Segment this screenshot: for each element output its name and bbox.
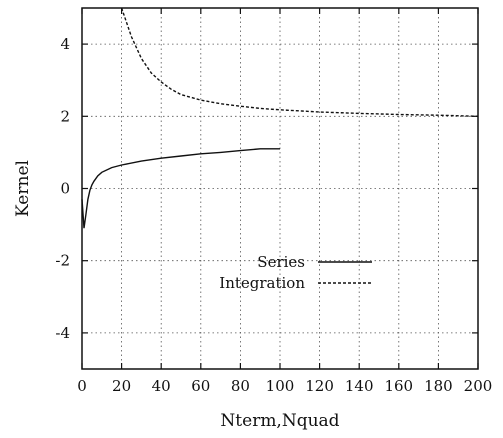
series-line-series <box>81 148 280 229</box>
y-tick-label: -4 <box>55 324 70 342</box>
grid <box>82 8 478 369</box>
legend: Series Integration <box>219 253 372 292</box>
x-tick-label: 0 <box>77 377 87 395</box>
x-tick-label: 140 <box>345 377 374 395</box>
y-axis-label: Kernel <box>13 160 33 217</box>
y-tick-label: -2 <box>55 252 70 270</box>
x-axis-label: Nterm,Nquad <box>220 411 339 431</box>
x-tick-label: 20 <box>112 377 131 395</box>
y-tick-label: 2 <box>60 107 70 125</box>
x-tick-label: 200 <box>464 377 493 395</box>
y-tick-label: 0 <box>60 180 70 198</box>
x-tick-label: 100 <box>266 377 295 395</box>
series-group <box>81 7 479 229</box>
x-tick-label: 60 <box>191 377 210 395</box>
legend-label-series: Series <box>257 253 305 271</box>
ticks: 0 20 40 60 80 100 120 140 160 180 200 -4 -2 0 2 4 <box>55 8 492 395</box>
x-tick-label: 160 <box>384 377 413 395</box>
x-tick-label: 80 <box>231 377 250 395</box>
legend-label-integration: Integration <box>219 274 305 292</box>
y-tick-label: 4 <box>60 35 70 53</box>
x-tick-label: 180 <box>424 377 453 395</box>
x-tick-label: 120 <box>305 377 334 395</box>
series-line-integration <box>120 7 479 117</box>
x-tick-label: 40 <box>152 377 171 395</box>
